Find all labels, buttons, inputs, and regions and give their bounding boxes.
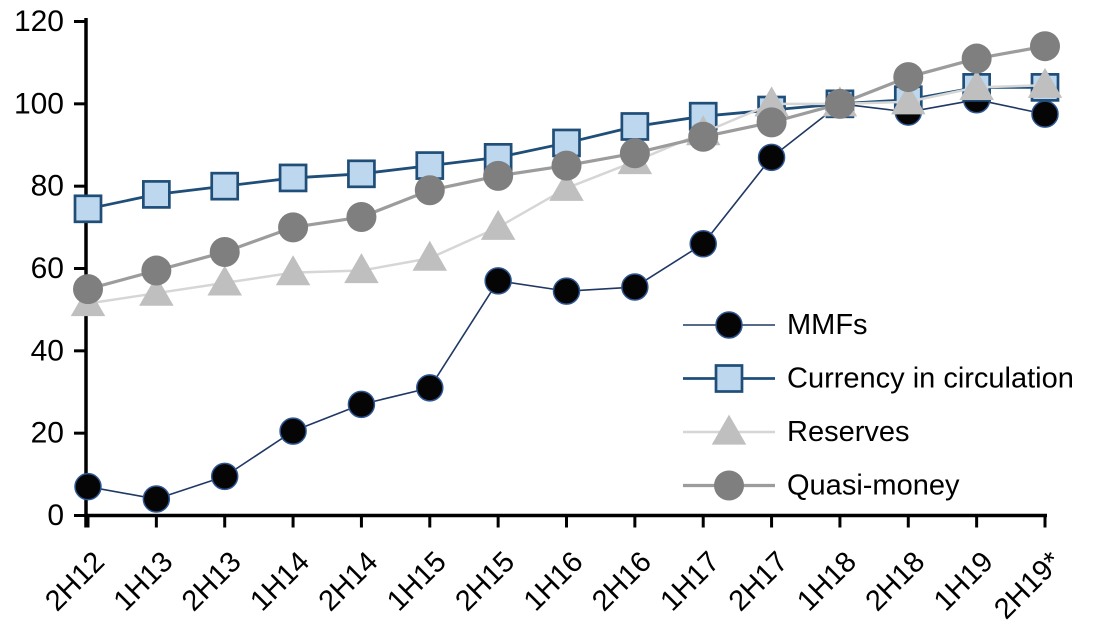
currency-in-circulation-marker <box>620 112 650 141</box>
currency-in-circulation-marker <box>210 171 240 201</box>
mmfs-marker <box>210 462 239 491</box>
quasi-money-marker <box>893 62 924 93</box>
x-axis-tick-label: 1H15 <box>381 546 453 618</box>
legend-item-currency-in-circulation: Currency in circulation <box>683 363 1074 395</box>
x-axis-tick-label: 1H13 <box>108 546 180 618</box>
reserves-marker <box>412 240 448 271</box>
mmfs-marker <box>552 277 581 305</box>
quasi-money-marker <box>688 121 719 152</box>
x-axis-tick-label: 1H19 <box>928 546 1000 618</box>
x-axis-tick-label: 1H14 <box>244 546 316 618</box>
legend-label-quasi-money: Quasi-money <box>787 470 960 502</box>
x-axis-tick-label: 2H12 <box>39 546 111 618</box>
y-axis-tick-label: 80 <box>31 170 64 203</box>
quasi-money-marker <box>551 150 582 181</box>
y-axis-tick-label: 20 <box>31 417 64 450</box>
reserves-marker <box>139 275 174 306</box>
mmfs-marker <box>484 267 512 295</box>
quasi-money-marker <box>824 88 855 119</box>
quasi-money-marker <box>1029 31 1060 62</box>
reserves-marker <box>480 209 516 240</box>
currency-in-circulation-marker <box>415 151 445 180</box>
reserves-marker <box>891 84 926 115</box>
quasi-money-marker <box>278 212 309 243</box>
x-axis-tick-label: 1H18 <box>791 546 863 618</box>
legend-item-mmfs: MMFs <box>683 309 868 341</box>
x-axis-tick-label: 2H14 <box>313 546 385 618</box>
reserves-marker <box>207 265 242 296</box>
x-axis-tick-label: 2H13 <box>176 546 248 618</box>
mmfs-marker <box>142 485 171 513</box>
quasi-money-marker <box>209 237 240 268</box>
x-axis-tick-label: 2H16 <box>586 546 658 618</box>
reserves-marker <box>754 86 789 117</box>
currency-in-circulation-marker <box>347 159 376 189</box>
mmfs-marker <box>347 390 376 419</box>
mmfs-marker-legend <box>715 311 743 339</box>
reserves-marker-legend <box>711 414 747 445</box>
mmfs-marker <box>74 472 102 501</box>
currency-in-circulation-marker <box>142 180 171 209</box>
quasi-money-marker-legend <box>714 470 744 501</box>
reserves-marker <box>275 255 311 286</box>
legend-label-currency-in-circulation: Currency in circulation <box>787 363 1074 395</box>
mmfs-marker <box>757 143 786 172</box>
y-axis-tick-label: 100 <box>14 87 64 120</box>
quasi-money-marker <box>961 43 992 74</box>
currency-in-circulation-marker-legend <box>714 364 744 393</box>
mmfs-marker <box>1031 100 1059 128</box>
legend-item-reserves: Reserves <box>683 414 910 448</box>
mmfs-marker <box>416 374 444 402</box>
y-axis-tick-label: 0 <box>47 499 64 532</box>
reserves-marker <box>344 253 379 284</box>
reserves-marker <box>1027 67 1063 98</box>
reserves-marker <box>549 170 584 201</box>
legend-item-quasi-money: Quasi-money <box>683 470 960 502</box>
x-axis-tick-label: 2H19* <box>988 546 1068 626</box>
x-axis-tick-label: 2H17 <box>723 546 795 618</box>
quasi-money-marker <box>756 107 787 138</box>
quasi-money-marker <box>619 138 650 169</box>
currency-in-circulation-marker <box>278 163 308 193</box>
y-axis-tick-label: 40 <box>31 334 64 367</box>
legend-label-reserves: Reserves <box>787 416 910 448</box>
x-axis-tick-label: 2H18 <box>860 546 932 618</box>
x-axis-tick-label: 1H17 <box>655 546 727 618</box>
x-axis-tick-label: 1H16 <box>518 546 590 618</box>
quasi-money-marker <box>483 160 514 191</box>
x-axis-tick-label: 2H15 <box>449 546 521 618</box>
series-quasi-money <box>73 31 1060 305</box>
quasi-money-marker <box>414 175 445 206</box>
y-axis-tick-label: 60 <box>31 252 64 285</box>
quasi-money-marker <box>73 274 103 305</box>
quasi-money-marker <box>346 202 377 233</box>
mmfs-marker <box>689 230 717 258</box>
legend-label-mmfs: MMFs <box>787 309 868 341</box>
reserves-marker <box>959 69 994 100</box>
quasi-money-marker <box>141 255 172 286</box>
y-axis-tick-label: 120 <box>14 5 64 38</box>
legend: MMFs Currency in circulation Reserves Quasi… <box>683 309 1074 502</box>
mmfs-marker <box>279 417 307 445</box>
mmfs-marker <box>621 273 649 301</box>
currency-in-circulation-marker <box>73 194 103 224</box>
